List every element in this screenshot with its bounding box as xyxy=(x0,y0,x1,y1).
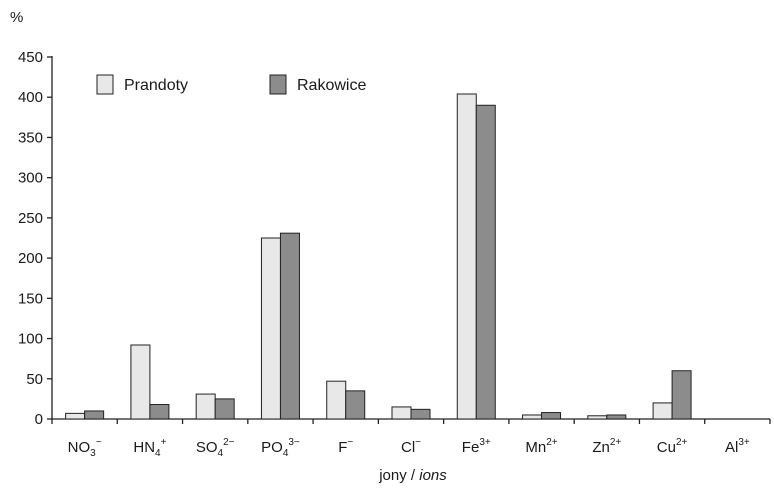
x-tick-label: Al3+ xyxy=(725,437,750,456)
bar-rakowice-po xyxy=(279,232,300,420)
y-tick-label: 400 xyxy=(18,89,43,106)
x-tick-label-base: Zn xyxy=(592,439,610,456)
bar-prandoty-f xyxy=(326,380,347,420)
x-tick-label-superscript: 2− xyxy=(223,437,235,448)
x-tick-label-superscript: 2+ xyxy=(546,437,558,448)
x-tick-label-superscript: 2+ xyxy=(676,437,688,448)
y-tick-label: 250 xyxy=(18,210,43,227)
bar-rakowice-zn xyxy=(606,414,627,420)
x-tick-label-base: Mn xyxy=(525,439,546,456)
legend-label-prandoty: Prandoty xyxy=(124,77,188,94)
x-tick-label: Cu2+ xyxy=(657,437,688,456)
bar-prandoty-no xyxy=(65,412,86,420)
y-tick-label: 50 xyxy=(26,371,43,388)
x-tick-label: F− xyxy=(338,437,353,456)
bar-prandoty-po xyxy=(260,237,281,420)
x-axis-title-italic: ions xyxy=(419,467,447,484)
bar-rakowice-cu xyxy=(671,370,692,420)
bar-rakowice-fe xyxy=(475,104,496,420)
x-tick-label-base: Al xyxy=(725,439,738,456)
bar-rakowice-hn xyxy=(149,404,170,420)
x-tick-label-subscript: 3 xyxy=(90,448,96,459)
x-tick-label: PO43− xyxy=(261,437,300,459)
x-tick-label-base: PO xyxy=(261,439,283,456)
x-tick-label-superscript: − xyxy=(347,437,353,448)
y-tick-label: 200 xyxy=(18,250,43,267)
bar-rakowice-mn xyxy=(541,412,562,420)
x-tick-label: Zn2+ xyxy=(592,437,621,456)
y-tick-label: 450 xyxy=(18,49,43,66)
x-tick-label-base: SO xyxy=(196,439,218,456)
bar-prandoty-hn xyxy=(130,344,151,420)
y-tick-label: 0 xyxy=(35,411,43,428)
x-tick-label-subscript: 4 xyxy=(155,448,161,459)
x-tick-label-superscript: + xyxy=(161,437,167,448)
x-tick-label-superscript: 3− xyxy=(288,437,300,448)
y-axis: 0 50 100 150 200 250 300 350 400 450 xyxy=(18,49,53,428)
x-axis-title: jony / ions xyxy=(378,467,447,484)
y-tick-label: 150 xyxy=(18,290,43,307)
bar-prandoty-cu xyxy=(652,402,673,420)
x-tick-label-superscript: 3+ xyxy=(738,437,750,448)
x-tick-label: SO42− xyxy=(196,437,235,459)
x-tick-label-base: Cl xyxy=(401,439,415,456)
bar-prandoty-so xyxy=(195,393,216,420)
y-tick-label: 100 xyxy=(18,331,43,348)
x-tick-label-superscript: 2+ xyxy=(610,437,622,448)
y-axis-unit-label: % xyxy=(10,9,23,26)
x-tick-label-base: Fe xyxy=(462,439,480,456)
bar-rakowice-no xyxy=(84,410,105,420)
x-axis-title-main: jony / xyxy=(378,467,419,484)
x-tick-label-subscript: 4 xyxy=(283,448,289,459)
x-tick-label: HN4+ xyxy=(133,437,166,459)
x-tick-label-superscript: 3+ xyxy=(479,437,491,448)
x-axis: NO3− HN4+ SO42− PO43− F− Cl− Fe3+ Mn2+ Zn2+ Cu2+ A… xyxy=(51,418,771,459)
x-tick-label-subscript: 4 xyxy=(218,448,224,459)
x-tick-label-base: HN xyxy=(133,439,155,456)
bar-rakowice-cl xyxy=(410,408,431,420)
x-tick-label-superscript: − xyxy=(96,437,102,448)
y-tick-label: 350 xyxy=(18,129,43,146)
x-tick-label-superscript: − xyxy=(415,437,421,448)
bar-prandoty-mn xyxy=(522,414,543,420)
legend: Prandoty Rakowice xyxy=(96,74,366,95)
bar-rakowice-so xyxy=(214,398,235,420)
x-tick-label-base: NO xyxy=(68,439,91,456)
bar-prandoty-fe xyxy=(456,93,477,420)
x-tick-label: Cl− xyxy=(401,437,421,456)
x-tick-label: Fe3+ xyxy=(462,437,491,456)
bar-rakowice-f xyxy=(345,390,366,420)
bars xyxy=(65,93,692,420)
bar-prandoty-cl xyxy=(391,406,412,420)
x-tick-label: Mn2+ xyxy=(525,437,557,456)
y-tick-label: 300 xyxy=(18,170,43,187)
x-tick-label-base: F xyxy=(338,439,347,456)
legend-swatch-rakowice xyxy=(269,74,287,95)
legend-swatch-prandoty xyxy=(96,74,114,95)
legend-label-rakowice: Rakowice xyxy=(297,77,366,94)
x-tick-label: NO3− xyxy=(68,437,102,459)
x-tick-label-base: Cu xyxy=(657,439,676,456)
bar-prandoty-zn xyxy=(587,415,608,420)
